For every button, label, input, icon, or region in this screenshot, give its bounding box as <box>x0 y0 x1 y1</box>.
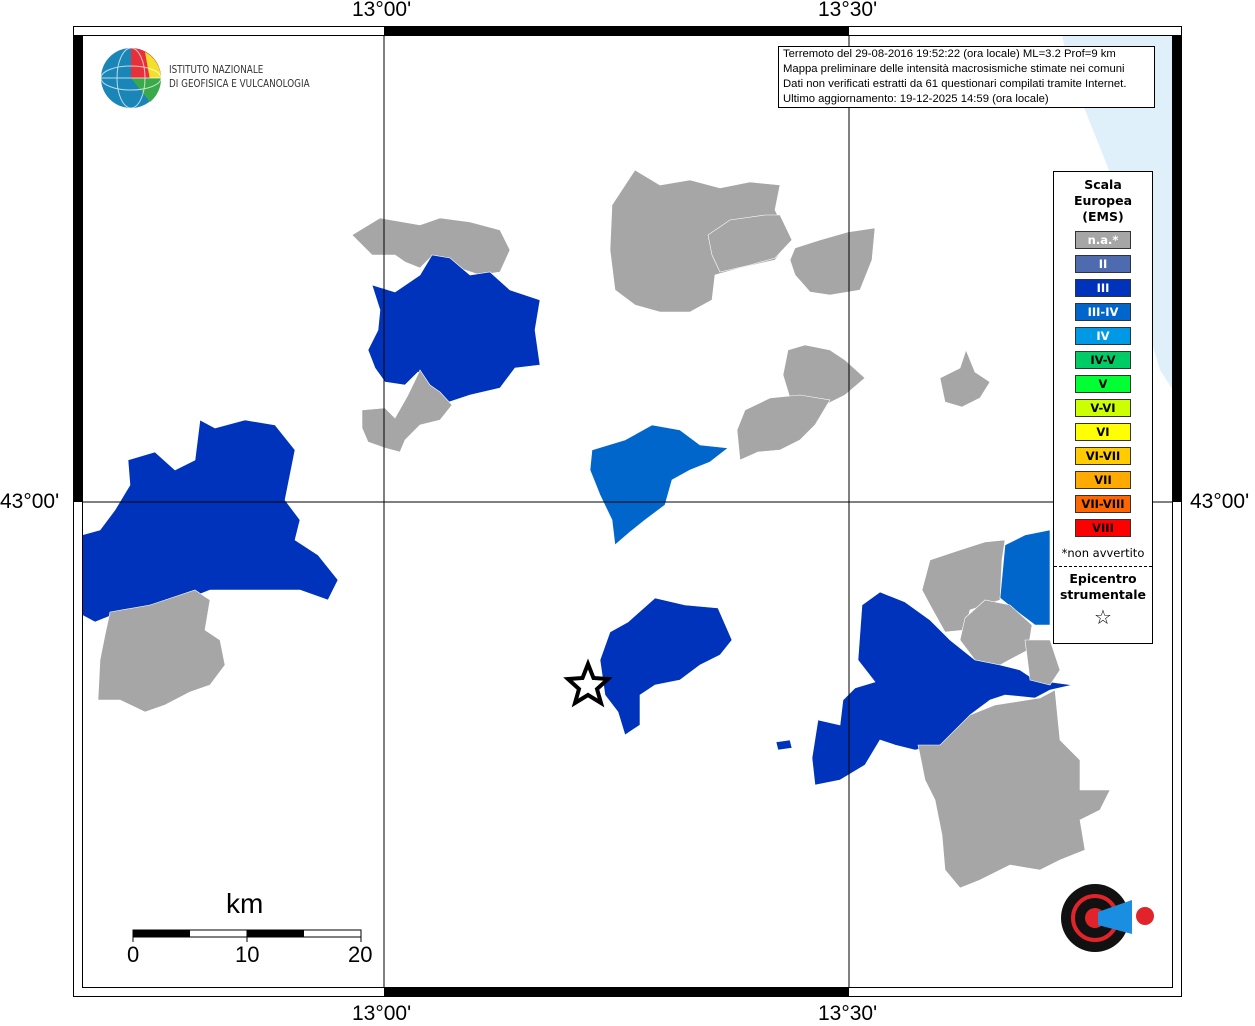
ingv-logo-text: ISTITUTO NAZIONALE DI GEOFISICA E VULCAN… <box>169 63 310 91</box>
lon-label-bottom-1300: 13°00' <box>352 1002 412 1025</box>
lon-label-top-1330: 13°30' <box>818 0 878 21</box>
municipality-na[interactable] <box>707 214 793 273</box>
scale-label-0: 0 <box>127 942 140 967</box>
legend-swatches: n.a.* II III III-IV IV IV-V V V-VI VI VI-VII VII VI… <box>1054 231 1152 537</box>
logo-line-1: ISTITUTO NAZIONALE <box>169 63 264 76</box>
municipality-iii-iv[interactable] <box>589 424 729 546</box>
epicenter-label: Epicentro strumentale <box>1054 571 1152 603</box>
municipality-iii[interactable] <box>775 739 793 751</box>
municipality-na[interactable] <box>939 349 991 408</box>
epicenter-legend-star-icon: ☆ <box>1094 605 1112 629</box>
municipality-na[interactable] <box>609 169 791 313</box>
scale-unit: km <box>226 888 264 919</box>
municipality-na[interactable] <box>736 394 831 461</box>
event-info-box: Terremoto del 29-08-2016 19:52:22 (ora l… <box>778 46 1155 108</box>
legend-title: Scala Europea (EMS) <box>1054 177 1152 225</box>
info-line-description: Mappa preliminare delle intensità macros… <box>783 63 1125 75</box>
legend-class-vi: VI <box>1075 423 1131 441</box>
legend-class-viii: VIII <box>1075 519 1131 537</box>
municipality-na[interactable] <box>789 227 876 296</box>
scale-label-20: 20 <box>348 942 373 967</box>
epicenter-star-icon[interactable] <box>563 658 613 708</box>
municipality-na[interactable] <box>1024 639 1061 686</box>
lat-label-right-4300: 43°00' <box>1190 490 1250 513</box>
municipality-iii-iv[interactable] <box>999 529 1051 626</box>
info-line-last-update: Ultimo aggiornamento: 19-12-2025 14:59 (… <box>783 93 1049 105</box>
legend-class-ii: II <box>1075 255 1131 273</box>
lon-label-top-1300: 13°00' <box>352 0 412 21</box>
legend-class-vii-viii: VII-VIII <box>1075 495 1131 513</box>
municipality-na[interactable] <box>917 689 1111 889</box>
scale-label-10: 10 <box>235 942 260 967</box>
municipality-iii[interactable] <box>81 419 339 623</box>
legend-class-iii: III <box>1075 279 1131 297</box>
logo-line-2: DI GEOFISICA E VULCANOLOGIA <box>169 77 310 90</box>
lat-label-left-4300: 43°00' <box>0 490 60 513</box>
legend-title-line: (EMS) <box>1082 209 1124 224</box>
municipality-na[interactable] <box>782 344 866 409</box>
legend-title-line: Scala <box>1084 177 1122 192</box>
map-frame <box>73 26 1182 997</box>
municipality-iii[interactable] <box>367 254 541 406</box>
legend-class-iv: IV <box>1075 327 1131 345</box>
legend-note: *non avvertito <box>1061 546 1145 560</box>
info-line-data-source: Dati non verificati estratti da 61 quest… <box>783 78 1127 90</box>
municipality-iii[interactable] <box>599 597 733 736</box>
epicenter-label-line: Epicentro <box>1069 571 1137 586</box>
info-line-event: Terremoto del 29-08-2016 19:52:22 (ora l… <box>783 48 1116 60</box>
legend-title-line: Europea <box>1073 193 1133 208</box>
legend-class-iii-iv: III-IV <box>1075 303 1131 321</box>
haisentito-logo-icon <box>1037 860 1154 976</box>
legend-class-iv-v: IV-V <box>1075 351 1131 369</box>
scale-bar <box>132 929 362 942</box>
epicenter-label-line: strumentale <box>1059 587 1147 602</box>
legend-class-vii: VII <box>1075 471 1131 489</box>
legend-class-v: V <box>1075 375 1131 393</box>
legend-class-v-vi: V-VI <box>1075 399 1131 417</box>
ems-legend: Scala Europea (EMS) n.a.* II III III-IV IV IV… <box>1053 171 1153 644</box>
legend-class-na: n.a.* <box>1075 231 1131 249</box>
graticule <box>82 35 1173 988</box>
legend-class-vi-vii: VI-VII <box>1075 447 1131 465</box>
ingv-logo-icon <box>100 47 162 109</box>
municipality-na[interactable] <box>97 589 226 713</box>
legend-divider <box>1054 566 1152 567</box>
lon-label-bottom-1330: 13°30' <box>818 1002 878 1025</box>
